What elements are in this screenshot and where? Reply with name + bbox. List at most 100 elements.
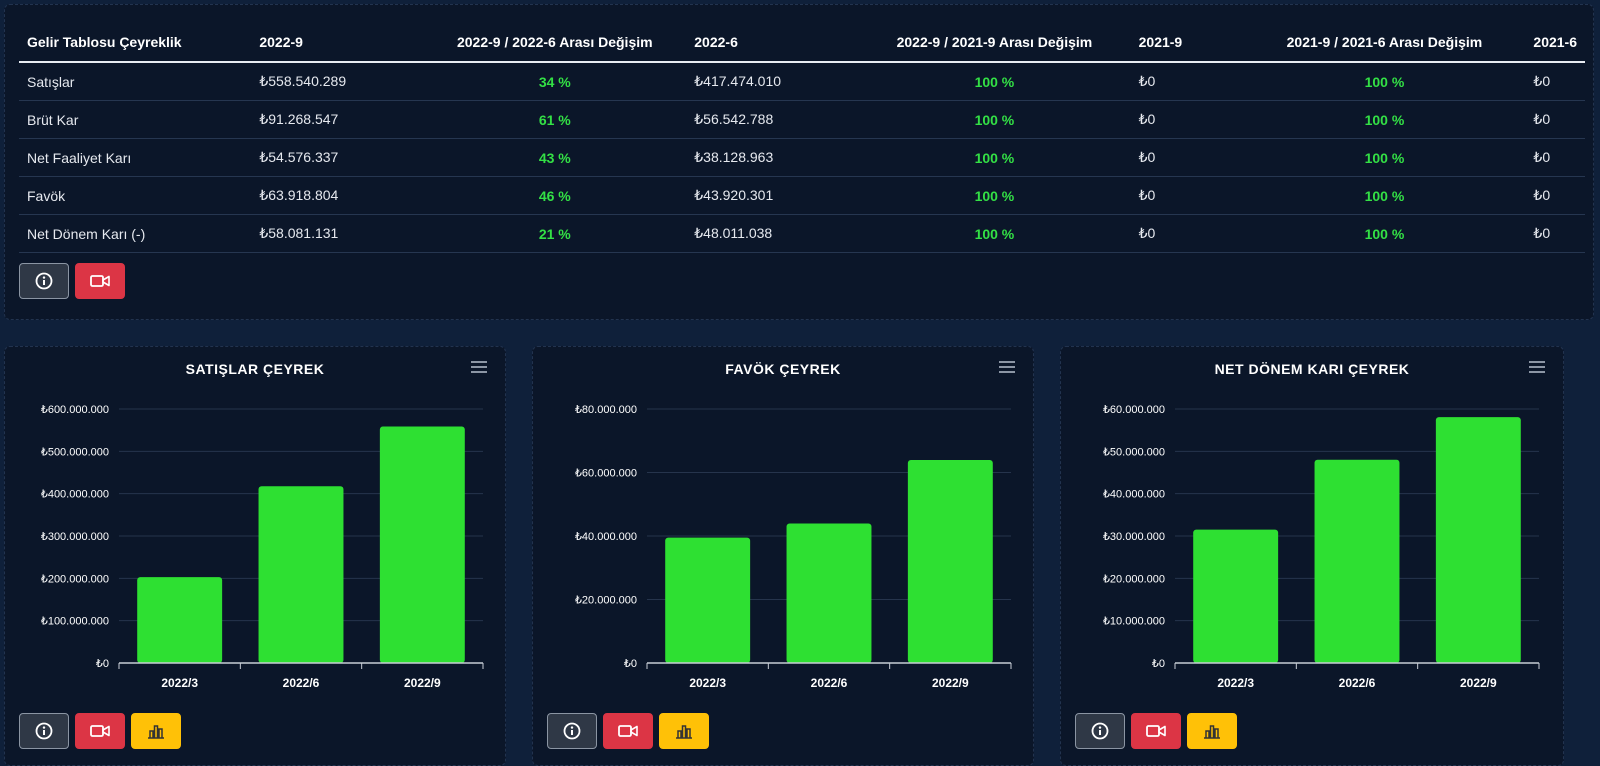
y-tick-label: ₺0: [96, 658, 109, 670]
change-percent-cell: 100 %: [858, 100, 1131, 139]
value-cell: ₺558.540.289: [251, 62, 424, 101]
change-percent-cell: 100 %: [1243, 138, 1526, 177]
y-tick-label: ₺60.000.000: [575, 468, 637, 480]
y-tick-label: ₺50.000.000: [1103, 446, 1165, 458]
value-cell: ₺38.128.963: [686, 138, 859, 177]
sales-quarter-chart-panel: SATIŞLAR ÇEYREK ₺0 ₺100.000.000 ₺200.000.0…: [4, 346, 506, 766]
x-tick-label: 2022/3: [161, 676, 198, 690]
chart-type-button[interactable]: [659, 713, 709, 749]
chart-title: NET DÖNEM KARI ÇEYREK: [1214, 361, 1410, 377]
change-percent-cell: 100 %: [858, 62, 1131, 101]
info-button[interactable]: [19, 263, 69, 299]
change-percent-cell: 21 %: [423, 214, 687, 253]
chart-title: SATIŞLAR ÇEYREK: [185, 361, 325, 377]
y-tick-label: ₺300.000.000: [41, 531, 109, 543]
row-label: Satışlar: [19, 62, 252, 101]
info-button[interactable]: [1075, 713, 1125, 749]
y-tick-label: ₺80.000.000: [575, 404, 637, 416]
table-row: Net Faaliyet Karı ₺54.576.337 43 % ₺38.128.…: [19, 138, 1585, 177]
column-header[interactable]: 2022-9: [251, 23, 424, 63]
info-circle-icon: [35, 272, 53, 290]
bar-chart-icon: [1204, 725, 1220, 739]
y-tick-label: ₺600.000.000: [41, 404, 109, 416]
change-percent-cell: 100 %: [1243, 100, 1526, 139]
table-row: Brüt Kar ₺91.268.547 61 % ₺56.542.788 100 % ₺…: [19, 100, 1585, 139]
column-header[interactable]: 2021-9 / 2021-6 Arası Değişim: [1243, 23, 1526, 63]
value-cell: ₺0: [1130, 138, 1244, 177]
row-label: Brüt Kar: [19, 100, 252, 139]
net-profit-bar-chart: ₺0 ₺10.000.000 ₺20.000.000 ₺30.000.000 ₺40.0…: [1103, 404, 1540, 690]
column-header[interactable]: 2021-9: [1130, 23, 1244, 63]
x-tick-label: 2022/9: [932, 676, 969, 690]
income-statement-panel: Gelir Tablosu Çeyreklik 2022-9 2022-9 / …: [4, 4, 1594, 320]
video-camera-icon: [1146, 725, 1166, 737]
y-tick-label: ₺400.000.000: [41, 489, 109, 501]
bar-chart-icon: [676, 725, 692, 739]
value-cell: ₺0: [1525, 62, 1585, 101]
change-percent-cell: 100 %: [1243, 214, 1526, 253]
change-percent-cell: 46 %: [423, 176, 687, 215]
value-cell: ₺0: [1525, 100, 1585, 139]
value-cell: ₺56.542.788: [686, 100, 859, 139]
value-cell: ₺0: [1525, 176, 1585, 215]
video-camera-icon: [90, 275, 110, 287]
video-button[interactable]: [1131, 713, 1181, 749]
video-button[interactable]: [75, 263, 125, 299]
video-camera-icon: [618, 725, 638, 737]
bar: [379, 426, 465, 663]
sales-bar-chart: ₺0 ₺100.000.000 ₺200.000.000 ₺300.000.000 ₺4…: [41, 404, 484, 690]
value-cell: ₺0: [1130, 100, 1244, 139]
change-percent-cell: 100 %: [1243, 62, 1526, 101]
y-tick-label: ₺40.000.000: [1103, 489, 1165, 501]
bar: [1193, 529, 1279, 663]
column-header[interactable]: 2022-9 / 2021-9 Arası Değişim: [858, 23, 1131, 63]
value-cell: ₺54.576.337: [251, 138, 424, 177]
chart-type-button[interactable]: [1187, 713, 1237, 749]
y-tick-label: ₺40.000.000: [575, 531, 637, 543]
y-tick-label: ₺200.000.000: [41, 573, 109, 585]
value-cell: ₺417.474.010: [686, 62, 859, 101]
bar: [1435, 417, 1521, 663]
info-circle-icon: [1091, 722, 1109, 740]
info-button[interactable]: [547, 713, 597, 749]
change-percent-cell: 100 %: [858, 176, 1131, 215]
row-label: Favök: [19, 176, 252, 215]
value-cell: ₺0: [1525, 138, 1585, 177]
income-statement-table: Gelir Tablosu Çeyreklik 2022-9 2022-9 / …: [19, 23, 1585, 253]
info-button[interactable]: [19, 713, 69, 749]
bar-chart-icon: [148, 725, 164, 739]
x-tick-label: 2022/9: [404, 676, 441, 690]
favok-quarter-chart-panel: FAVÖK ÇEYREK ₺0 ₺20.000.000 ₺40.000.000 ₺60…: [532, 346, 1034, 766]
column-header[interactable]: 2021-6: [1525, 23, 1585, 63]
change-percent-cell: 100 %: [1243, 176, 1526, 215]
column-header[interactable]: Gelir Tablosu Çeyreklik: [19, 23, 252, 63]
value-cell: ₺58.081.131: [251, 214, 424, 253]
bar: [907, 460, 993, 663]
column-header[interactable]: 2022-6: [686, 23, 859, 63]
hamburger-menu-icon[interactable]: [999, 361, 1015, 375]
chart-type-button[interactable]: [131, 713, 181, 749]
table-row: Favök ₺63.918.804 46 % ₺43.920.301 100 % ₺0 10…: [19, 176, 1585, 215]
chart-actions: [1075, 713, 1237, 749]
bar: [786, 523, 872, 663]
y-tick-label: ₺60.000.000: [1103, 404, 1165, 416]
value-cell: ₺0: [1130, 176, 1244, 215]
x-tick-label: 2022/9: [1460, 676, 1497, 690]
bar: [258, 486, 344, 663]
x-tick-label: 2022/6: [1339, 676, 1376, 690]
change-percent-cell: 43 %: [423, 138, 687, 177]
table-row: Net Dönem Karı (-) ₺58.081.131 21 % ₺48.011…: [19, 214, 1585, 253]
info-circle-icon: [35, 722, 53, 740]
hamburger-menu-icon[interactable]: [1529, 361, 1545, 375]
info-circle-icon: [563, 722, 581, 740]
value-cell: ₺63.918.804: [251, 176, 424, 215]
video-button[interactable]: [603, 713, 653, 749]
video-button[interactable]: [75, 713, 125, 749]
table-actions: [19, 263, 125, 299]
hamburger-menu-icon[interactable]: [471, 361, 487, 375]
value-cell: ₺0: [1130, 62, 1244, 101]
x-tick-label: 2022/3: [1217, 676, 1254, 690]
change-percent-cell: 100 %: [858, 138, 1131, 177]
x-tick-label: 2022/3: [689, 676, 726, 690]
column-header[interactable]: 2022-9 / 2022-6 Arası Değişim: [423, 23, 687, 63]
